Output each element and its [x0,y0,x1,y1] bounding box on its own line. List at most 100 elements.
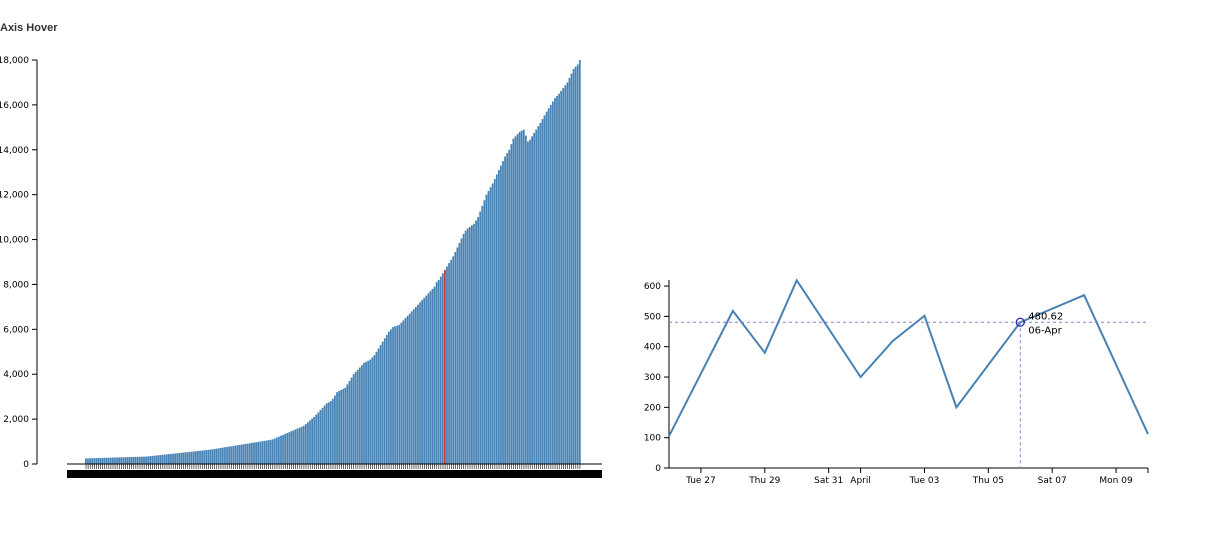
bar[interactable] [367,360,370,464]
bar[interactable] [242,444,245,464]
bar[interactable] [400,322,403,464]
bar[interactable] [85,458,87,464]
bar[interactable] [346,384,349,464]
bar[interactable] [130,457,133,464]
bar[interactable] [410,311,413,464]
bar[interactable] [190,451,193,464]
bar[interactable] [159,455,162,464]
bar[interactable] [327,402,330,464]
bar[interactable] [527,141,529,465]
bar-chart[interactable]: 0 2,000 4,000 6,000 8,000 10,000 12,000 14,000 1… [0,0,610,535]
bar[interactable] [539,122,542,464]
bar[interactable] [182,452,185,464]
bar[interactable] [489,187,492,464]
bar[interactable] [493,178,496,464]
bar[interactable] [564,85,567,464]
bar[interactable] [89,458,91,464]
bar[interactable] [458,242,461,464]
bar[interactable] [414,306,417,464]
bar[interactable] [468,226,471,464]
bar[interactable] [163,454,166,464]
bar[interactable] [373,355,376,464]
bar[interactable] [529,139,531,464]
bar[interactable] [93,458,96,464]
bar[interactable] [278,436,280,464]
bar[interactable] [230,446,233,464]
bar[interactable] [518,131,521,464]
bar[interactable] [502,161,504,464]
bar[interactable] [448,263,450,464]
bar[interactable] [122,457,125,464]
bar[interactable] [161,454,164,464]
bar-series[interactable] [85,60,581,465]
bar[interactable] [153,455,156,464]
bar[interactable] [157,455,160,464]
bar[interactable] [396,325,399,464]
bar[interactable] [197,450,199,464]
bar[interactable] [421,300,423,464]
bar[interactable] [232,445,235,464]
bar[interactable] [329,401,332,464]
bar[interactable] [209,449,212,464]
line-series-path[interactable] [668,278,1149,437]
bar[interactable] [215,448,218,464]
bar[interactable] [385,334,388,464]
bar[interactable] [390,329,392,464]
bar[interactable] [570,73,573,464]
bar[interactable] [207,449,210,464]
bar[interactable] [568,77,571,465]
bar[interactable] [562,88,565,464]
bar[interactable] [336,392,338,464]
bar[interactable] [477,217,480,464]
bar[interactable] [356,369,359,464]
bar[interactable] [251,442,253,464]
bar[interactable] [211,449,214,464]
bar[interactable] [145,456,147,464]
bar[interactable] [149,456,152,464]
bar[interactable] [541,119,544,464]
bar[interactable] [524,135,527,464]
bar[interactable] [361,365,363,464]
bar[interactable] [574,66,577,464]
bar[interactable] [203,450,206,464]
bar[interactable] [105,457,108,464]
bar[interactable] [547,108,550,464]
bar[interactable] [331,398,334,464]
bar[interactable] [188,451,191,464]
bar[interactable] [126,457,129,464]
bar[interactable] [307,422,309,464]
bar[interactable] [107,457,110,464]
bar[interactable] [429,291,432,464]
bar[interactable] [221,447,224,464]
bar[interactable] [97,458,100,464]
bar[interactable] [379,345,382,464]
bar[interactable] [514,136,517,464]
bar[interactable] [103,457,106,464]
bar[interactable] [454,251,457,464]
bar[interactable] [566,82,569,464]
bar[interactable] [292,430,295,464]
bar[interactable] [87,458,89,464]
bar[interactable] [365,361,367,464]
bar[interactable] [172,453,174,464]
bar[interactable] [294,429,297,464]
bar[interactable] [273,438,276,464]
bar[interactable] [504,156,506,464]
bar[interactable] [95,458,98,464]
bar[interactable] [483,200,486,464]
bar[interactable] [265,440,268,464]
bar[interactable] [479,211,482,465]
bar[interactable] [419,302,421,464]
bar[interactable] [151,455,154,464]
bar[interactable] [170,453,172,464]
bar[interactable] [475,220,477,464]
bar[interactable] [284,433,287,464]
bar[interactable] [433,286,436,464]
bar[interactable] [371,357,374,464]
bar[interactable] [315,414,318,464]
bar[interactable] [288,432,291,464]
bar[interactable] [462,233,465,464]
bar[interactable] [238,444,241,464]
bar[interactable] [143,456,145,464]
bar[interactable] [118,457,120,464]
